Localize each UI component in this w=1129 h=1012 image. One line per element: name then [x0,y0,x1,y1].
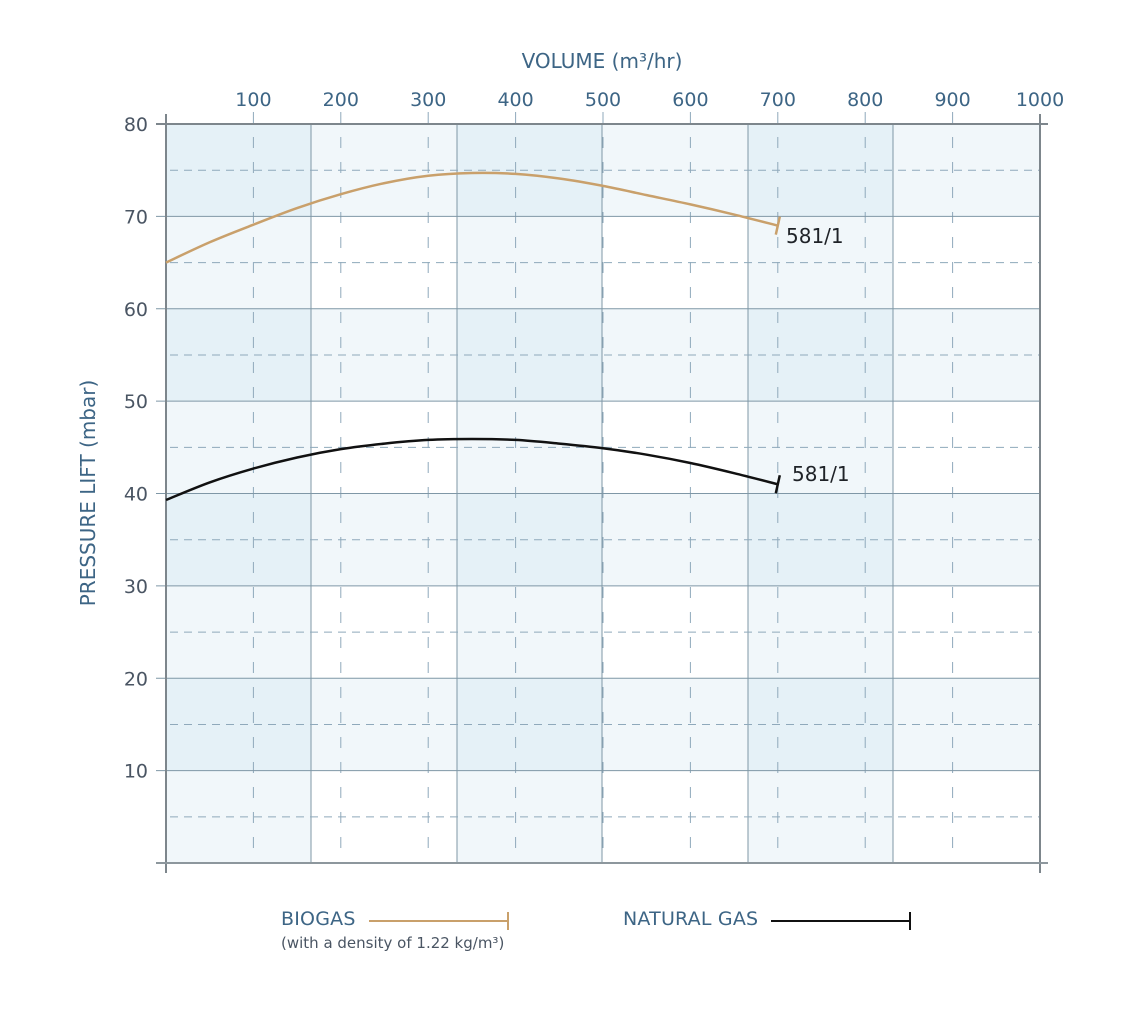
y-tick-label: 40 [124,484,148,506]
y-tick-label: 20 [124,668,148,690]
x-axis-title: VOLUME (m³/hr) [522,49,683,73]
y-tick-labels: 80 70 60 50 40 30 20 10 [124,114,148,783]
natural-gas-end-cap [774,474,782,494]
y-tick-label: 50 [124,391,148,413]
x-tick-labels: 100 200 300 400 500 600 700 800 900 1000 [235,89,1064,111]
legend-natural-gas-line-icon [771,911,912,930]
x-tick-label: 900 [934,89,970,111]
legend-biogas-label: BIOGAS [281,908,356,930]
natural-gas-curve [165,437,779,502]
x-tick-label: 300 [410,89,446,111]
x-tick-label: 500 [585,89,621,111]
y-tick-label: 70 [124,206,148,228]
legend-natural-gas-label: NATURAL GAS [623,908,759,930]
biogas-end-cap [774,216,782,235]
y-tick-label: 80 [124,114,148,136]
x-tick-label: 600 [672,89,708,111]
x-tick-label: 100 [235,89,271,111]
y-tick-label: 30 [124,576,148,598]
legend-biogas-note: (with a density of 1.22 kg/m³) [281,934,505,952]
x-tick-label: 700 [760,89,796,111]
x-tick-label: 1000 [1016,89,1064,111]
axes [156,114,1048,873]
legend-biogas: BIOGAS (with a density of 1.22 kg/m³) [281,908,509,952]
legend-biogas-line-icon [368,911,509,930]
biogas-curve [165,171,779,264]
x-tick-label: 200 [323,89,359,111]
legend-natural-gas: NATURAL GAS [623,908,912,930]
natural-gas-curve-label: 581/1 [792,462,850,486]
biogas-curve-label: 581/1 [786,224,844,248]
x-tick-label: 400 [497,89,533,111]
x-tick-label: 800 [847,89,883,111]
curves [165,171,782,502]
y-tick-label: 10 [124,761,148,783]
y-axis-title: PRESSURE LIFT (mbar) [76,380,100,607]
y-tick-label: 60 [124,299,148,321]
